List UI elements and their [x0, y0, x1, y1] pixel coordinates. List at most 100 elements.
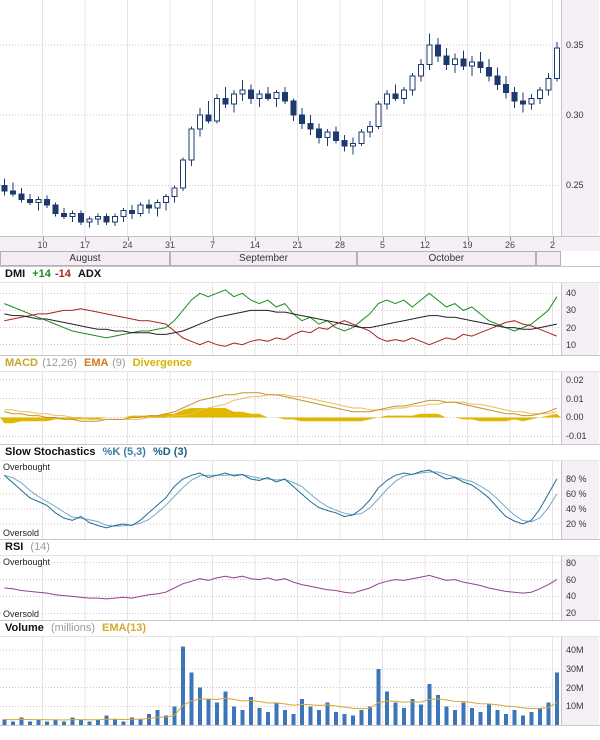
x-axis: 10 17 24 31 7 14 21 28 5 12 19 26 2 August September O…	[0, 236, 600, 266]
week-label: 17	[79, 240, 90, 250]
y-tick-label: 60 %	[566, 489, 587, 499]
month-label-october: October	[357, 251, 536, 266]
week-tick	[340, 237, 341, 241]
gridlines	[0, 556, 561, 620]
week-label: 24	[122, 240, 133, 250]
y-tick-label: 80	[566, 557, 577, 568]
week-labels-row: 10 17 24 31 7 14 21 28 5 12 19 26 2	[0, 236, 600, 251]
volume-ema-label: EMA(13)	[102, 622, 147, 634]
macd-params: (12,26)	[42, 357, 77, 369]
week-tick	[85, 237, 86, 241]
dmi-adx-label: ADX	[77, 268, 102, 280]
percent-k-line	[3, 469, 558, 529]
plot-price-svg	[0, 0, 561, 236]
plot-macd-svg	[0, 372, 561, 444]
month-labels-row: August September October	[0, 251, 600, 266]
y-tick-label: 40	[566, 591, 577, 602]
y-tick-label: 40M	[566, 645, 584, 656]
week-tick	[297, 237, 299, 241]
price-plot	[0, 0, 561, 236]
rsi-plot: Overbought Oversold	[0, 556, 561, 620]
gridlines	[0, 372, 561, 444]
rsi-params: (14)	[30, 541, 50, 553]
y-tick-label: 0.01	[566, 393, 584, 404]
week-label: 10	[37, 240, 48, 250]
volume-title: Volume	[5, 622, 44, 634]
week-label: 5	[379, 240, 385, 250]
y-tick-label: 80 %	[566, 474, 587, 484]
macd-header: MACD (12,26) EMA (9) Divergence	[0, 355, 600, 372]
y-tick-label: 20	[566, 322, 577, 333]
week-label: 12	[419, 240, 430, 250]
stochastics-section: Slow Stochastics %K (5,3) %D (3) Overbou…	[0, 444, 600, 539]
stochastics-d-label: %D (3)	[153, 446, 188, 458]
week-tick	[212, 237, 214, 241]
week-tick	[552, 237, 554, 241]
plot-dmi-svg	[0, 283, 561, 355]
macd-ema-params: (9)	[112, 357, 126, 369]
y-tick-label: 0.30	[566, 110, 584, 121]
y-tick-label: 60	[566, 574, 577, 585]
dmi-section: DMI +14 -14 ADX 40 30 20 10	[0, 266, 600, 355]
stochastics-y-axis: 80 % 60 % 40 % 20 %	[561, 461, 599, 539]
week-tick	[382, 237, 384, 241]
y-tick-label: 20	[566, 608, 577, 619]
price-section: 0.35 0.30 0.25	[0, 0, 600, 236]
stochastics-plot: Overbought Oversold	[0, 461, 561, 539]
y-tick-label: 20M	[566, 682, 584, 693]
volume-units-label: (millions)	[50, 622, 95, 634]
y-tick-label: 20 %	[566, 519, 587, 529]
volume-ema-line	[4, 697, 558, 721]
rsi-section: RSI (14) Overbought Oversold 80 60 40 20	[0, 539, 600, 620]
y-tick-label: 10M	[566, 701, 584, 712]
+DI(14)-line	[4, 289, 558, 339]
week-tick	[127, 237, 129, 241]
week-tick	[255, 237, 256, 241]
y-tick-label: 0.02	[566, 374, 584, 385]
gridlines	[0, 461, 561, 539]
week-label: 28	[334, 240, 345, 250]
rsi-overbought-label: Overbought	[2, 557, 52, 567]
macd-line	[4, 392, 558, 422]
month-cell-empty	[535, 251, 561, 266]
week-label: 14	[249, 240, 260, 250]
volume-header: Volume (millions) EMA(13)	[0, 620, 600, 637]
volume-y-axis: 40M 30M 20M 10M	[561, 637, 599, 725]
month-label-august: August	[0, 251, 170, 266]
week-label: 19	[462, 240, 473, 250]
y-tick-label: 30	[566, 305, 577, 316]
dmi-y-axis: 40 30 20 10	[561, 283, 599, 355]
stochastics-oversold-label: Oversold	[2, 528, 41, 538]
week-tick	[170, 237, 171, 241]
week-label: 2	[549, 240, 555, 250]
percent-d-line	[4, 471, 558, 527]
volume-section: Volume (millions) EMA(13) 40M 30M 20M 10M	[0, 620, 600, 726]
week-label: 21	[292, 240, 303, 250]
macd-ema-label: EMA	[83, 357, 109, 369]
week-label: 7	[209, 240, 215, 250]
y-tick-label: -0.01	[566, 431, 587, 442]
rsi-line	[4, 574, 558, 600]
rsi-oversold-label: Oversold	[2, 609, 41, 619]
week-tick	[425, 237, 426, 241]
signal-line	[4, 394, 557, 420]
dmi-plot	[0, 283, 561, 355]
rsi-header: RSI (14)	[0, 539, 600, 556]
macd-y-axis: 0.02 0.01 0.00 -0.01	[561, 372, 599, 444]
y-tick-label: 40 %	[566, 504, 587, 514]
y-tick-label: 40	[566, 288, 577, 299]
macd-title: MACD	[5, 357, 38, 369]
price-y-axis: 0.35 0.30 0.25	[561, 0, 599, 236]
ADX-line	[4, 309, 557, 335]
dmi-plus-di-label: +14	[32, 268, 51, 280]
week-tick	[510, 237, 511, 241]
rsi-y-axis: 80 60 40 20	[561, 556, 599, 620]
stochastics-k-label: %K (5,3)	[102, 446, 146, 458]
y-tick-label: 10	[566, 339, 577, 350]
gridlines	[0, 0, 561, 236]
volume-bars	[2, 646, 559, 725]
rsi-title: RSI	[5, 541, 24, 553]
month-label-september: September	[170, 251, 357, 266]
-DI(14)-line	[4, 308, 557, 347]
